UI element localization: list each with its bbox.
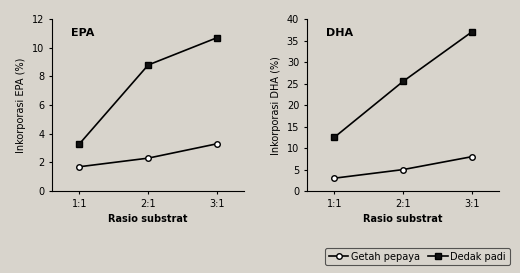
Legend: Getah pepaya, Dedak padi: Getah pepaya, Dedak padi xyxy=(325,248,510,265)
Text: DHA: DHA xyxy=(326,28,353,38)
Text: EPA: EPA xyxy=(71,28,95,38)
X-axis label: Rasio substrat: Rasio substrat xyxy=(363,214,443,224)
Y-axis label: Inkorporasi DHA (%): Inkorporasi DHA (%) xyxy=(271,56,281,155)
Y-axis label: Inkorporasi EPA (%): Inkorporasi EPA (%) xyxy=(17,57,27,153)
X-axis label: Rasio substrat: Rasio substrat xyxy=(109,214,188,224)
